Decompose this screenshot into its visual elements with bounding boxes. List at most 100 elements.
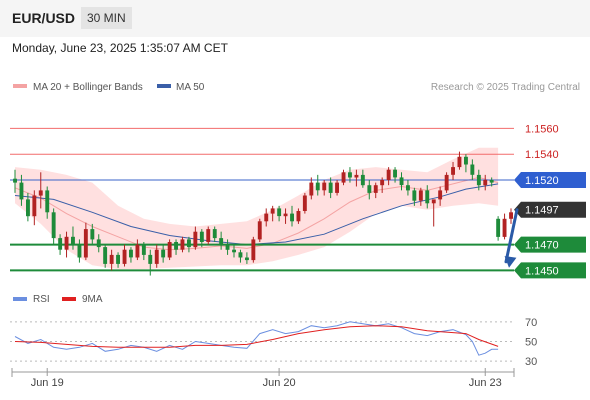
candle-body: [444, 174, 449, 191]
rsi-tick-label-30: 30: [525, 356, 537, 368]
candle-body: [135, 244, 140, 258]
candle-body: [270, 208, 275, 214]
chart-timestamp: Monday, June 23, 2025 1:35:07 AM CET: [12, 41, 228, 55]
candle-body: [315, 182, 320, 191]
rsi-tick-label-50: 50: [525, 336, 537, 348]
candle-body: [19, 182, 24, 200]
candle-body: [26, 199, 30, 217]
candle-body: [32, 195, 37, 217]
candle-body: [457, 156, 462, 168]
rsi-panel: 70 50 30: [10, 317, 537, 368]
candle-body: [64, 236, 69, 250]
candle-body: [464, 156, 468, 165]
level-label-1.1520: 1.1520: [525, 175, 559, 187]
candle-body: [322, 182, 327, 191]
time-axis: Jun 19 Jun 20 Jun 23: [11, 368, 515, 389]
candle-body: [174, 242, 178, 250]
header-bar: EUR/USD 30 MIN: [0, 0, 590, 37]
ma50-line: [14, 183, 499, 246]
candle-body: [277, 208, 282, 217]
candle-body: [161, 249, 166, 258]
ma50-legend-swatch: [157, 84, 171, 88]
candle-body: [71, 236, 75, 245]
rsi-legend-swatch: [13, 297, 27, 301]
candle-body: [257, 221, 262, 240]
candle-body: [96, 239, 101, 248]
candle-body: [509, 212, 513, 219]
candle-body: [45, 190, 50, 213]
candle-body: [418, 190, 423, 201]
level-label-1.1560: 1.1560: [525, 123, 559, 135]
level-label-1.1540: 1.1540: [525, 149, 559, 161]
candle-body: [129, 249, 133, 258]
candle-body: [309, 182, 314, 196]
candle-body: [431, 199, 436, 204]
rsi-legend-label: RSI: [33, 294, 50, 305]
candle-body: [212, 229, 217, 239]
candle-body: [13, 178, 17, 183]
level-tag-1.1450: [514, 262, 586, 279]
candle-body: [238, 252, 243, 258]
candle-body: [206, 229, 211, 242]
candle-body: [245, 257, 249, 261]
rsi-series-rsi: [14, 321, 499, 356]
candle-body: [348, 172, 352, 178]
candle-body: [264, 213, 269, 222]
candle-body: [328, 182, 333, 193]
candle-body: [283, 213, 288, 217]
candle-body: [496, 218, 501, 237]
rsi-tick-label-70: 70: [525, 317, 537, 329]
rsi-ma-legend-swatch: [62, 297, 76, 301]
candle-body: [199, 231, 204, 242]
candle-body: [116, 254, 120, 264]
candle-body: [502, 218, 507, 237]
instrument-title: EUR/USD: [12, 10, 76, 26]
candle-body: [141, 244, 146, 255]
candle-body: [109, 254, 114, 264]
level-label-1.1497: 1.1497: [525, 205, 559, 217]
price-panel: 1.1560 1.1540 1.1520 1.1497 1.1470 1.1450: [10, 123, 586, 279]
candle-body: [341, 172, 346, 183]
ma20-legend-swatch: [13, 84, 27, 88]
candle-body: [83, 229, 88, 258]
candle-body: [251, 239, 256, 261]
timeframe-badge[interactable]: 30 MIN: [81, 7, 132, 29]
candle-body: [232, 249, 236, 253]
candle-body: [167, 242, 172, 258]
time-label-2: Jun 23: [469, 377, 502, 389]
candle-body: [489, 180, 494, 183]
candle-body: [296, 211, 301, 222]
ma20-legend-label: MA 20 + Bollinger Bands: [33, 82, 143, 93]
candle-body: [154, 249, 159, 264]
level-tag-1.1470: [514, 236, 586, 253]
candle-body: [354, 174, 359, 178]
candle-body: [38, 190, 43, 196]
candle-body: [148, 254, 153, 264]
candle-body: [476, 174, 481, 186]
time-label-0: Jun 19: [31, 377, 64, 389]
rsi-ma-legend-label: 9MA: [82, 294, 103, 305]
candle-body: [386, 169, 391, 180]
candle-body: [58, 238, 63, 250]
candle-body: [470, 164, 475, 175]
candle-body: [225, 244, 230, 250]
candle-body: [367, 185, 372, 193]
level-tag-1.1497: [514, 201, 586, 218]
candle-body: [373, 185, 378, 193]
candle-body: [302, 195, 307, 211]
candle-body: [425, 190, 430, 204]
forecast-arrow-shaft: [504, 208, 519, 264]
candle-body: [406, 185, 410, 191]
candle-body: [483, 180, 488, 186]
candle-body: [399, 177, 404, 186]
forecast-arrow-head: [504, 256, 517, 268]
level-label-1.1450: 1.1450: [525, 265, 559, 277]
level-label-1.1470: 1.1470: [525, 240, 559, 252]
candle-body: [412, 190, 417, 201]
time-label-1: Jun 20: [263, 377, 296, 389]
candle-body: [90, 229, 95, 240]
candle-body: [51, 212, 56, 239]
research-credit: Research © 2025 Trading Central: [431, 82, 580, 93]
